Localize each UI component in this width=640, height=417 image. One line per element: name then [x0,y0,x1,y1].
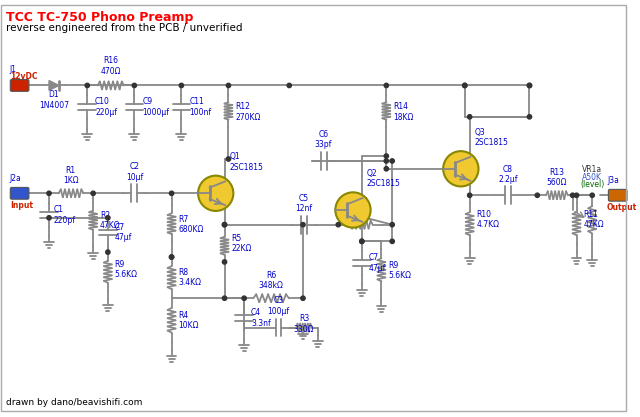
Text: (level): (level) [580,181,604,189]
FancyBboxPatch shape [609,189,627,201]
Text: C9
1000µf: C9 1000µf [142,97,169,117]
Text: D1
1N4007: D1 1N4007 [39,90,69,110]
Text: C10
220µf: C10 220µf [95,97,117,117]
Text: Input: Input [10,201,33,210]
Circle shape [390,159,394,163]
Text: R10
4.7KΩ: R10 4.7KΩ [477,210,500,229]
Text: R16
470Ω: R16 470Ω [100,56,121,75]
Circle shape [443,151,479,186]
Text: R7
680KΩ: R7 680KΩ [179,215,204,234]
Circle shape [242,296,246,300]
Text: J1: J1 [10,65,17,74]
Circle shape [170,255,173,259]
Text: R11
47KΩ: R11 47KΩ [584,210,604,229]
Circle shape [179,83,184,88]
Circle shape [463,83,467,88]
Circle shape [390,239,394,244]
Circle shape [527,83,532,88]
Circle shape [384,167,388,171]
FancyBboxPatch shape [10,80,29,91]
Circle shape [535,193,540,197]
Circle shape [170,191,173,196]
Text: R15
470Ω: R15 470Ω [350,197,371,217]
Text: C2
10µf: C2 10µf [125,162,143,181]
Circle shape [287,83,291,88]
Circle shape [301,296,305,300]
Circle shape [170,255,173,259]
Circle shape [227,83,230,88]
Circle shape [574,193,579,197]
Circle shape [47,216,51,220]
Text: R9
5.6KΩ: R9 5.6KΩ [388,261,412,281]
Text: R13
560Ω: R13 560Ω [547,168,567,187]
Text: R1
1KΩ: R1 1KΩ [63,166,79,186]
Text: R9
5.6KΩ: R9 5.6KΩ [115,260,138,279]
Circle shape [360,239,364,244]
Text: drawn by dano/beavishifi.com: drawn by dano/beavishifi.com [6,398,142,407]
Circle shape [85,83,90,88]
Circle shape [91,191,95,196]
Circle shape [570,193,575,197]
Text: Output: Output [607,203,637,212]
Text: Q1
2SC1815: Q1 2SC1815 [229,152,263,172]
Text: Left: Left [10,189,27,198]
Text: A50K: A50K [582,173,602,181]
Text: J2a: J2a [10,174,22,183]
Circle shape [335,192,371,228]
Text: R14
18KΩ: R14 18KΩ [393,102,413,122]
Circle shape [132,83,136,88]
Circle shape [222,223,227,227]
Circle shape [106,216,110,220]
Circle shape [301,223,305,227]
Circle shape [336,223,340,227]
Circle shape [222,260,227,264]
Text: C4
3.3nf: C4 3.3nf [251,308,271,327]
Circle shape [463,83,467,88]
FancyBboxPatch shape [10,187,29,199]
Text: R5
22KΩ: R5 22KΩ [232,234,252,253]
Circle shape [198,176,234,211]
Text: C8
2.2µf: C8 2.2µf [498,165,518,184]
Text: C1
220pf: C1 220pf [54,205,76,225]
Text: reverse engineered from the PCB / unverified: reverse engineered from the PCB / unveri… [6,23,243,33]
Circle shape [384,159,388,163]
Circle shape [527,83,532,88]
Text: C6
33pf: C6 33pf [315,130,332,149]
Circle shape [390,223,394,227]
Circle shape [467,115,472,119]
Text: C5
12nf: C5 12nf [296,193,312,213]
Circle shape [47,191,51,196]
Circle shape [106,250,110,254]
Circle shape [222,296,227,300]
Text: R8
3.4KΩ: R8 3.4KΩ [179,268,202,287]
Text: VR1a: VR1a [582,165,602,174]
Circle shape [222,223,227,227]
Text: R3
330Ω: R3 330Ω [294,314,314,334]
Circle shape [527,115,532,119]
Polygon shape [49,80,59,90]
Text: C3
100µf: C3 100µf [268,296,289,316]
Circle shape [227,157,230,161]
Text: R4
10KΩ: R4 10KΩ [179,311,199,330]
Text: R2
47KΩ: R2 47KΩ [100,211,120,231]
Text: R12
270KΩ: R12 270KΩ [236,102,260,122]
Text: Left: Left [607,191,624,200]
Circle shape [590,193,595,197]
Circle shape [384,154,388,158]
Text: J3a: J3a [607,176,619,186]
Text: Q2
2SC1815: Q2 2SC1815 [367,169,401,188]
Circle shape [360,239,364,244]
Circle shape [467,193,472,197]
Circle shape [384,83,388,88]
Text: C11
100nf: C11 100nf [189,97,211,117]
Text: C7
47µf: C7 47µf [115,223,132,242]
Text: R6
348kΩ: R6 348kΩ [259,271,284,290]
Text: C7
47µf: C7 47µf [369,253,386,273]
Text: Q3
2SC1815: Q3 2SC1815 [475,128,508,147]
Text: 12vDC: 12vDC [10,72,37,80]
Text: TCC TC-750 Phono Preamp: TCC TC-750 Phono Preamp [6,11,193,24]
